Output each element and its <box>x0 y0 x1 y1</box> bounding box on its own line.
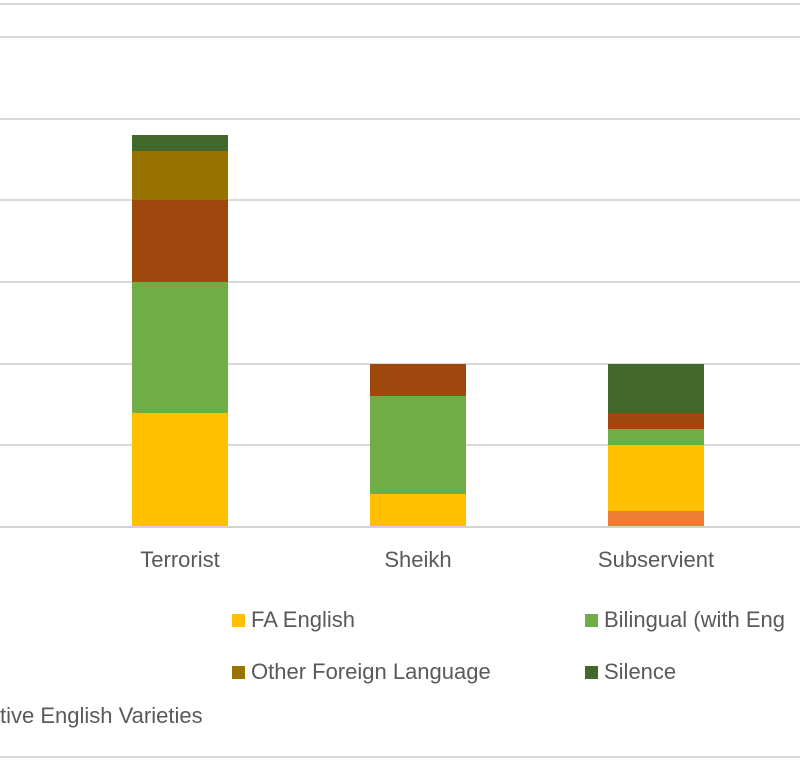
bar-segment-subservient-series3 <box>608 412 704 429</box>
x-axis-label-subservient: Subservient <box>597 547 715 572</box>
bar-segment-sheikh-series2 <box>370 396 466 495</box>
gridline-y-15 <box>0 281 800 283</box>
bar-segment-terrorist-series5 <box>132 135 228 152</box>
x-axis-line <box>0 526 800 528</box>
chart-top-border <box>0 3 800 5</box>
bar-segment-sheikh-series3 <box>370 363 466 397</box>
x-axis-label-sheikh: Sheikh <box>384 547 452 572</box>
bar-segment-terrorist-series1 <box>132 412 228 527</box>
gridline-y-30 <box>0 36 800 38</box>
gridline-y-25 <box>0 117 800 120</box>
bar-segment-terrorist-series2 <box>132 282 228 413</box>
bar-segment-terrorist-series3 <box>132 200 228 282</box>
x-axis-label-terrorist: Terrorist <box>140 547 220 572</box>
bar-segment-sheikh-series1 <box>370 494 466 527</box>
chart-bottom-border <box>0 756 800 758</box>
bar-segment-subservient-series5 <box>608 363 704 413</box>
gridline-y-20 <box>0 199 800 202</box>
bar-segment-subservient-series2 <box>608 429 704 446</box>
bar-segment-subservient-series1 <box>608 445 704 511</box>
bar-segment-subservient-series0 <box>608 510 704 527</box>
bar-segment-terrorist-series4 <box>132 151 228 201</box>
